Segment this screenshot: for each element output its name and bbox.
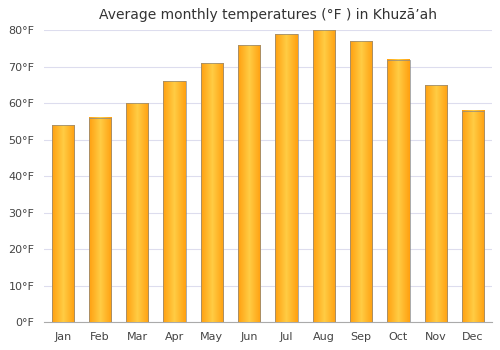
Bar: [350, 41, 372, 322]
Bar: [126, 103, 148, 322]
Bar: [387, 60, 409, 322]
Bar: [424, 85, 447, 322]
Bar: [462, 111, 484, 322]
Bar: [52, 125, 74, 322]
Bar: [276, 34, 297, 322]
Title: Average monthly temperatures (°F ) in Khuzāʼah: Average monthly temperatures (°F ) in Kh…: [99, 8, 437, 22]
Bar: [200, 63, 223, 322]
Bar: [164, 82, 186, 322]
Bar: [312, 30, 335, 322]
Bar: [89, 118, 111, 322]
Bar: [238, 45, 260, 322]
